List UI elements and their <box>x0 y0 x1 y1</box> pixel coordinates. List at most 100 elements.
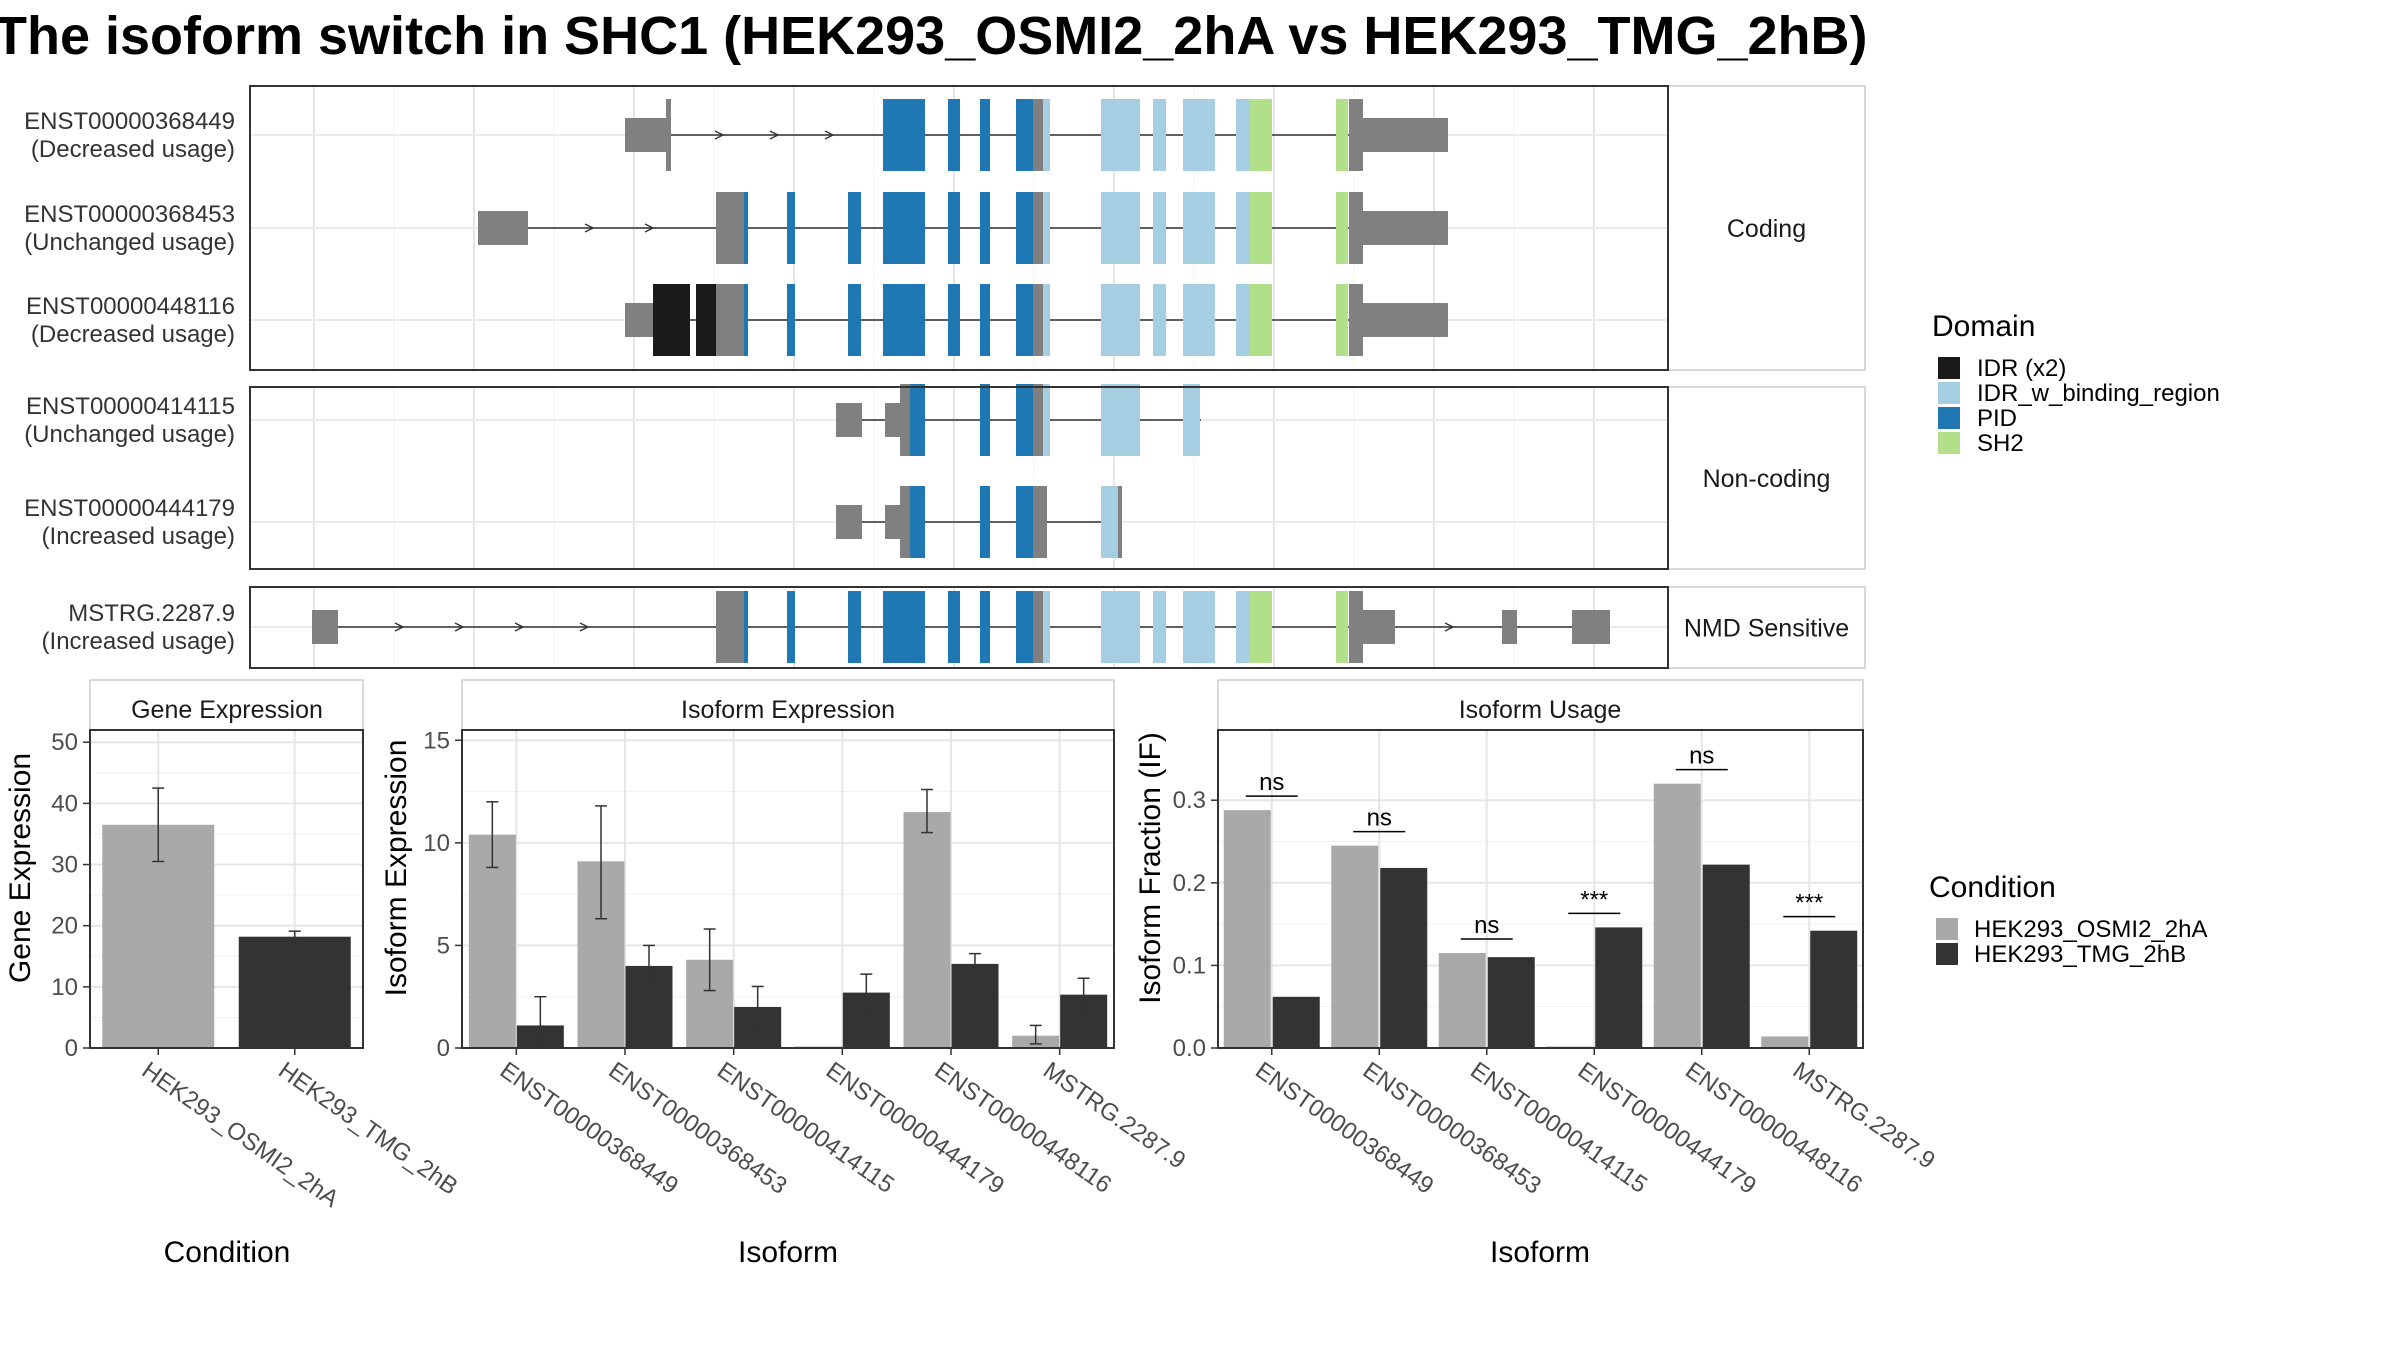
isoform-usage-label: (Increased usage) <box>42 523 235 550</box>
exon-block <box>1349 284 1363 356</box>
utr-exon <box>885 505 900 539</box>
utr-exon <box>1349 118 1448 152</box>
y-tick-label: 10 <box>51 974 78 1001</box>
domain-block <box>910 486 925 558</box>
domain-block <box>1236 591 1250 663</box>
domain-block <box>1336 192 1348 264</box>
bar <box>1380 867 1428 1048</box>
utr-exon <box>1572 610 1610 644</box>
domain-legend-key <box>1938 357 1960 379</box>
domain-block <box>1183 384 1200 456</box>
x-tick-label: ENST00000414115 <box>712 1057 899 1199</box>
domain-legend-key <box>1938 407 1960 429</box>
domain-block <box>900 486 910 558</box>
x-tick-label: ENST00000368453 <box>1358 1057 1546 1200</box>
utr-exon <box>1349 303 1448 337</box>
significance-label: ns <box>1689 743 1714 770</box>
domain-block <box>1016 192 1033 264</box>
isoform-id-label: ENST00000368453 <box>24 201 235 228</box>
panel-border <box>1217 729 1864 1049</box>
significance-label: ns <box>1367 805 1392 832</box>
domain-block <box>900 384 910 456</box>
panel-border <box>89 729 364 1049</box>
domain-block <box>787 192 795 264</box>
y-tick-label: 10 <box>423 830 450 857</box>
utr-exon <box>1349 211 1448 245</box>
domain-block <box>1236 99 1250 171</box>
facet-strip <box>1667 85 1866 371</box>
panel-border <box>461 729 1115 1049</box>
condition-legend-title: Condition <box>1929 871 2056 904</box>
bar <box>468 834 516 1048</box>
condition-legend-label: HEK293_OSMI2_2hA <box>1974 916 2207 943</box>
utr-exon <box>836 505 862 539</box>
bar <box>1331 845 1379 1048</box>
isoform-usage-label: (Unchanged usage) <box>24 421 235 448</box>
domain-block <box>1118 486 1122 558</box>
exon-block <box>1349 99 1363 171</box>
bar <box>238 936 351 1048</box>
isoform-usage-label: (Decreased usage) <box>31 136 235 163</box>
domain-block <box>1101 284 1140 356</box>
bar <box>1595 927 1643 1048</box>
isoform-id-label: ENST00000444179 <box>24 495 235 522</box>
isoform-usage-label: (Decreased usage) <box>31 321 235 348</box>
bar <box>1487 957 1535 1048</box>
utr-exon <box>312 610 338 644</box>
domain-block <box>1033 192 1043 264</box>
domain-block <box>883 99 925 171</box>
significance-label: *** <box>1580 886 1608 913</box>
domain-block <box>848 591 861 663</box>
domain-block <box>1043 192 1050 264</box>
utr-exon <box>836 403 862 437</box>
domain-block <box>883 192 925 264</box>
domain-block <box>1016 591 1033 663</box>
iso-panel-title: Isoform Expression <box>681 696 895 724</box>
domain-block <box>716 284 744 356</box>
domain-legend-label: IDR_w_binding_region <box>1977 380 2220 407</box>
domain-block <box>653 284 690 356</box>
panel-strip <box>1217 679 1864 731</box>
isoform-id-label: MSTRG.2287.9 <box>68 600 235 627</box>
domain-block <box>1336 99 1348 171</box>
domain-block <box>1101 486 1118 558</box>
exon-block <box>1349 192 1363 264</box>
gene-x-axis-label: Condition <box>164 1236 291 1269</box>
y-tick-label: 0 <box>65 1035 78 1062</box>
y-tick-label: 0.1 <box>1173 952 1206 979</box>
condition-legend-key <box>1936 918 1958 940</box>
domain-block <box>1183 591 1215 663</box>
y-tick-label: 40 <box>51 790 78 817</box>
domain-block <box>883 591 925 663</box>
x-tick-label: ENST00000444179 <box>1573 1057 1761 1200</box>
x-tick-label: ENST00000368449 <box>495 1057 683 1200</box>
domain-block <box>1101 99 1140 171</box>
domain-block <box>980 192 990 264</box>
bar <box>1810 930 1858 1048</box>
utr-exon <box>625 303 653 337</box>
domain-block <box>1153 284 1166 356</box>
exon-block <box>1349 591 1363 663</box>
domain-block <box>1016 486 1033 558</box>
domain-block <box>1250 192 1272 264</box>
domain-block <box>1101 591 1140 663</box>
significance-label: *** <box>1795 890 1823 917</box>
domain-block <box>1043 284 1050 356</box>
isoform-expression-panel: Isoform Isoform Expression Isoform Expre… <box>380 679 1190 1269</box>
domain-legend-title: Domain <box>1932 310 2035 343</box>
bar <box>1702 864 1750 1048</box>
domain-block <box>848 192 861 264</box>
facet-strip-label: NMD Sensitive <box>1684 615 1849 643</box>
domain-legend-label: SH2 <box>1977 430 2024 457</box>
domain-block <box>980 384 990 456</box>
domain-block <box>948 591 960 663</box>
domain-block <box>1153 99 1166 171</box>
strand-arrow <box>394 622 405 632</box>
y-tick-label: 50 <box>51 729 78 756</box>
exon-block <box>666 99 671 171</box>
domain-block <box>980 486 990 558</box>
strand-arrow <box>644 223 655 233</box>
isoform-id-label: ENST00000448116 <box>26 293 235 320</box>
utr-exon <box>1502 610 1517 644</box>
strand-arrow <box>1444 622 1455 632</box>
